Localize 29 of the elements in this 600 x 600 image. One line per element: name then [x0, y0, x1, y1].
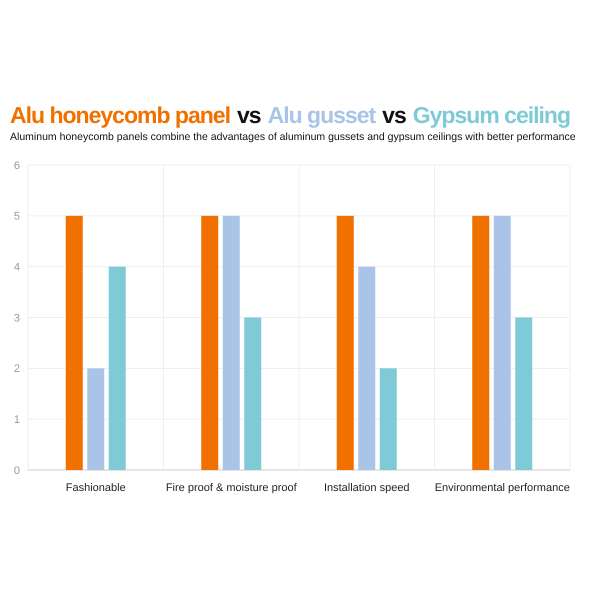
x-tick-label: Fashionable [66, 482, 126, 494]
x-tick-label: Fire proof & moisture proof [166, 482, 298, 494]
bar [244, 318, 262, 470]
y-tick-label: 3 [14, 312, 20, 324]
bar [108, 266, 126, 470]
bar [515, 318, 532, 470]
bar [201, 216, 218, 470]
y-tick-label: 0 [14, 464, 20, 477]
y-tick-label: 5 [14, 210, 20, 223]
text: Gypsum ceiling [412, 102, 570, 128]
text: vs [236, 102, 261, 128]
y-tick-label: 4 [14, 262, 20, 274]
text: Alu honeycomb panel [10, 102, 230, 128]
bar [494, 216, 511, 470]
bar [358, 266, 376, 470]
text: vs [382, 102, 406, 128]
y-tick-label: 1 [14, 414, 20, 426]
bar [87, 368, 104, 470]
chart-subtitle: Aluminum honeycomb panels combine the advantages of aluminum gussets and gypsum ceilings with better performance [10, 131, 576, 143]
bar [222, 216, 240, 470]
x-tick-label: Environmental performance [434, 482, 570, 494]
y-tick-label: 6 [14, 160, 20, 172]
bar [380, 368, 397, 470]
y-tick-label: 2 [14, 363, 20, 376]
bar [472, 216, 490, 470]
bar [336, 216, 354, 470]
bar [66, 216, 83, 470]
text: Alu gusset [268, 102, 376, 128]
x-tick-label: Installation speed [324, 482, 410, 494]
